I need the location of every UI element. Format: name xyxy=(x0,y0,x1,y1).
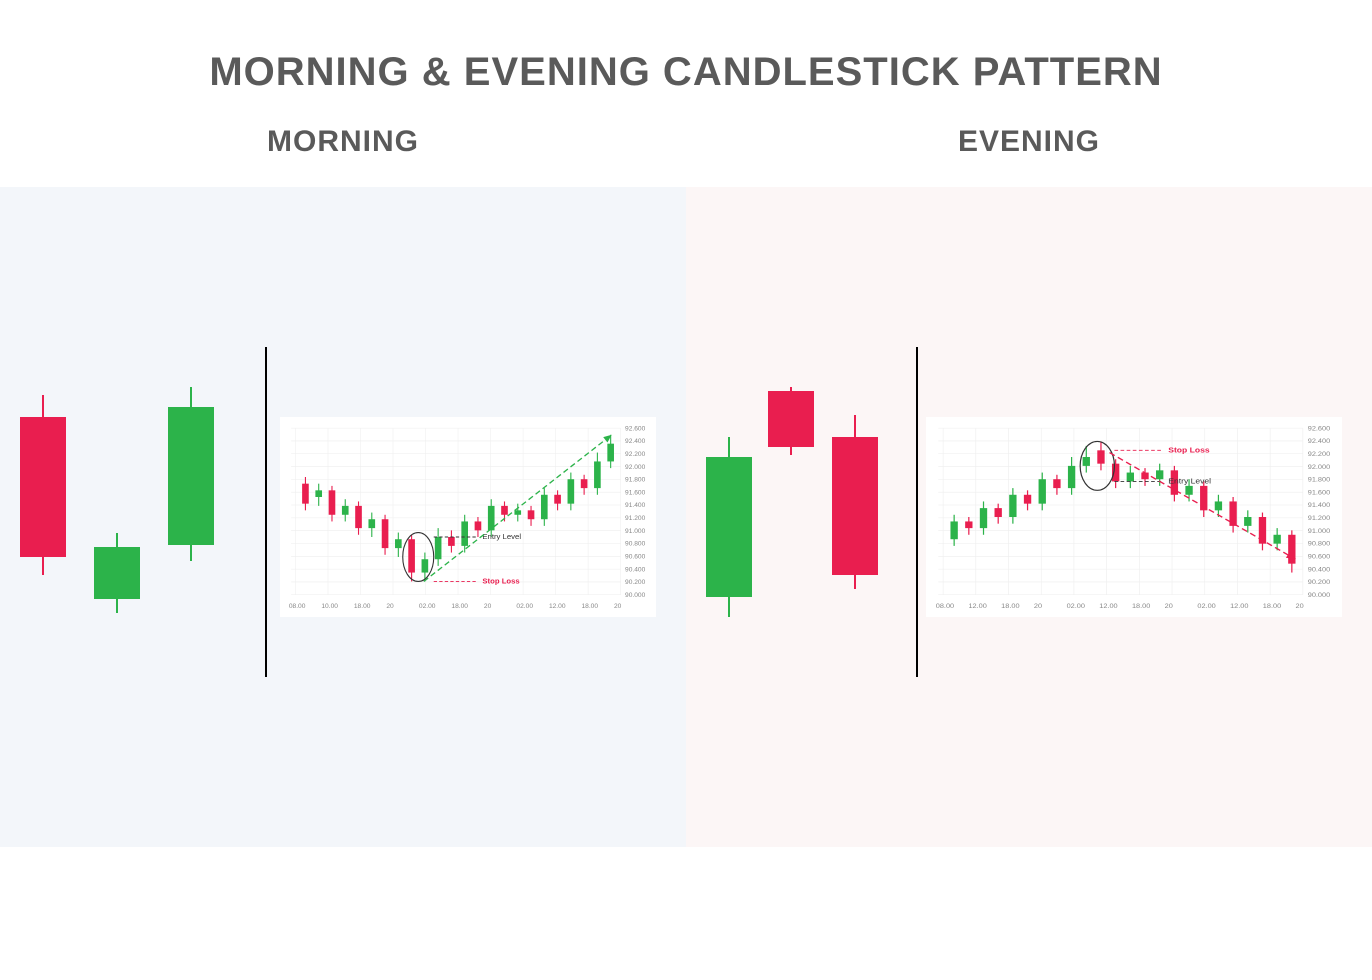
svg-text:Entry Level: Entry Level xyxy=(482,532,521,541)
evening-pattern xyxy=(706,387,906,647)
svg-text:02.00: 02.00 xyxy=(1197,603,1215,610)
morning-pattern xyxy=(20,387,260,647)
svg-text:90.200: 90.200 xyxy=(625,579,646,586)
svg-text:91.600: 91.600 xyxy=(625,489,646,496)
evening-mini-chart: 92.600 92.400 92.200 92.000 91.800 91.600 91.4… xyxy=(926,417,1342,617)
pattern-candle xyxy=(768,387,814,647)
svg-text:18.00: 18.00 xyxy=(1132,603,1150,610)
svg-text:92.200: 92.200 xyxy=(1308,451,1331,458)
svg-text:20: 20 xyxy=(614,603,622,610)
svg-text:92.000: 92.000 xyxy=(625,464,646,471)
svg-text:91.400: 91.400 xyxy=(1308,503,1331,510)
svg-text:12.00: 12.00 xyxy=(1099,603,1117,610)
svg-text:90.600: 90.600 xyxy=(1308,554,1331,561)
page-title: MORNING & EVENING CANDLESTICK PATTERN xyxy=(0,0,1372,125)
evening-label: EVENING xyxy=(686,125,1372,187)
pattern-candle xyxy=(168,387,214,647)
svg-text:18.00: 18.00 xyxy=(451,603,468,610)
svg-text:90.400: 90.400 xyxy=(1308,567,1331,574)
pattern-candle xyxy=(94,387,140,647)
svg-text:91.600: 91.600 xyxy=(1308,490,1331,497)
svg-text:90.800: 90.800 xyxy=(625,541,646,548)
svg-text:08.00: 08.00 xyxy=(289,603,306,610)
svg-text:91.200: 91.200 xyxy=(625,515,646,522)
pattern-candle xyxy=(832,387,878,647)
svg-text:02.00: 02.00 xyxy=(1067,603,1085,610)
svg-text:92.400: 92.400 xyxy=(625,438,646,445)
divider-icon xyxy=(916,347,918,677)
svg-text:20: 20 xyxy=(1034,603,1042,610)
svg-text:90.600: 90.600 xyxy=(625,554,646,561)
svg-text:Stop Loss: Stop Loss xyxy=(482,577,519,586)
svg-text:18.00: 18.00 xyxy=(354,603,371,610)
svg-text:12.00: 12.00 xyxy=(1230,603,1248,610)
svg-text:90.000: 90.000 xyxy=(625,592,646,599)
svg-text:18.00: 18.00 xyxy=(1001,603,1019,610)
svg-text:92.600: 92.600 xyxy=(1308,426,1331,433)
svg-text:91.000: 91.000 xyxy=(1308,528,1331,535)
morning-panel: 92.600 92.400 92.200 92.000 91.800 91.600 91.4… xyxy=(0,187,686,847)
svg-text:02.00: 02.00 xyxy=(419,603,436,610)
svg-text:12.00: 12.00 xyxy=(968,603,986,610)
svg-text:20: 20 xyxy=(1296,603,1304,610)
svg-text:91.800: 91.800 xyxy=(625,477,646,484)
svg-text:90.400: 90.400 xyxy=(625,566,646,573)
subtitle-row: MORNING EVENING xyxy=(0,125,1372,187)
svg-text:90.800: 90.800 xyxy=(1308,541,1331,548)
svg-text:Stop Loss: Stop Loss xyxy=(1168,446,1210,455)
svg-text:20: 20 xyxy=(386,603,394,610)
divider-icon xyxy=(265,347,267,677)
svg-text:08.00: 08.00 xyxy=(936,603,954,610)
morning-mini-chart: 92.600 92.400 92.200 92.000 91.800 91.600 91.4… xyxy=(280,417,656,617)
pattern-candle xyxy=(706,387,752,647)
svg-text:92.200: 92.200 xyxy=(625,451,646,458)
svg-text:Entry Level: Entry Level xyxy=(1168,477,1211,486)
svg-text:18.00: 18.00 xyxy=(581,603,598,610)
svg-text:91.800: 91.800 xyxy=(1308,477,1331,484)
svg-text:12.00: 12.00 xyxy=(549,603,566,610)
svg-text:10.00: 10.00 xyxy=(321,603,338,610)
svg-text:20: 20 xyxy=(1165,603,1173,610)
svg-text:92.000: 92.000 xyxy=(1308,464,1331,471)
svg-text:91.000: 91.000 xyxy=(625,528,646,535)
svg-text:20: 20 xyxy=(484,603,492,610)
svg-text:91.200: 91.200 xyxy=(1308,515,1331,522)
svg-text:92.400: 92.400 xyxy=(1308,438,1331,445)
svg-text:92.600: 92.600 xyxy=(625,425,646,432)
pattern-candle xyxy=(20,387,66,647)
morning-label: MORNING xyxy=(0,125,686,187)
svg-text:02.00: 02.00 xyxy=(516,603,533,610)
svg-text:90.200: 90.200 xyxy=(1308,579,1331,586)
svg-text:18.00: 18.00 xyxy=(1263,603,1281,610)
panels: 92.600 92.400 92.200 92.000 91.800 91.600 91.4… xyxy=(0,187,1372,847)
svg-text:91.400: 91.400 xyxy=(625,502,646,509)
evening-panel: 92.600 92.400 92.200 92.000 91.800 91.600 91.4… xyxy=(686,187,1372,847)
svg-text:90.000: 90.000 xyxy=(1308,592,1331,599)
